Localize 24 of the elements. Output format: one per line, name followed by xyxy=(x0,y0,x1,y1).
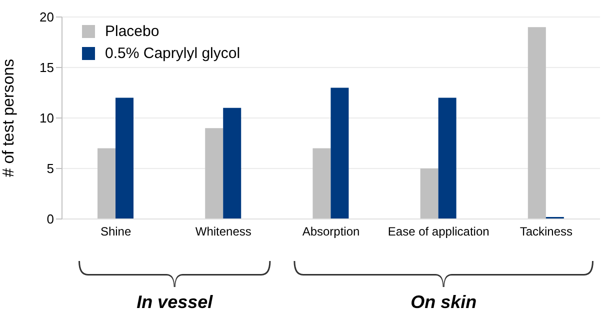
x-tick-label: Ease of application xyxy=(388,224,490,239)
bar xyxy=(312,148,331,219)
y-tick-label: 0 xyxy=(46,212,54,227)
x-tick-label: Tackiness xyxy=(520,224,573,239)
bar xyxy=(528,27,546,219)
legend-label: 0.5% Caprylyl glycol xyxy=(105,44,240,62)
x-tick-label: Shine xyxy=(100,224,132,239)
bar xyxy=(330,88,349,219)
x-tick-label: Whiteness xyxy=(195,224,252,239)
y-tick-label: 20 xyxy=(40,10,54,25)
text: In vessel xyxy=(136,292,214,312)
y-axis-title: # of test persons xyxy=(0,58,18,178)
y-tick-label: 15 xyxy=(40,60,54,76)
bar xyxy=(438,98,456,219)
bar xyxy=(205,128,224,219)
bar xyxy=(420,168,438,219)
text: On skin xyxy=(410,292,477,312)
bar xyxy=(223,108,242,219)
y-tick-label: 5 xyxy=(46,161,54,176)
x-tick-label: Absorption xyxy=(302,224,360,239)
bar xyxy=(98,148,116,219)
bar xyxy=(116,98,134,219)
legend-label: Placebo xyxy=(105,22,160,40)
y-tick-label: 10 xyxy=(40,110,54,126)
